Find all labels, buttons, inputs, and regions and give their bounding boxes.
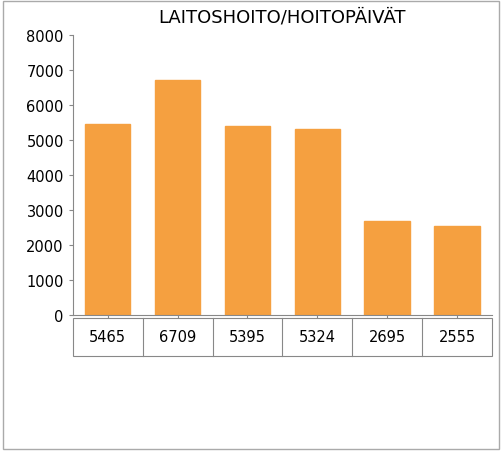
Bar	[364, 221, 409, 316]
Text: 2555: 2555	[437, 330, 474, 345]
Bar	[294, 129, 339, 316]
Bar	[85, 124, 130, 316]
Bar	[433, 226, 479, 316]
Bar	[224, 127, 270, 316]
Text: 5465: 5465	[89, 330, 126, 345]
Title: LAITOSHOITO/HOITOPÄIVÄT: LAITOSHOITO/HOITOPÄIVÄT	[158, 8, 405, 26]
Bar	[155, 81, 200, 316]
Text: 6709: 6709	[159, 330, 196, 345]
Text: 5395: 5395	[228, 330, 266, 345]
Text: 2695: 2695	[368, 330, 405, 345]
Text: 5324: 5324	[298, 330, 335, 345]
